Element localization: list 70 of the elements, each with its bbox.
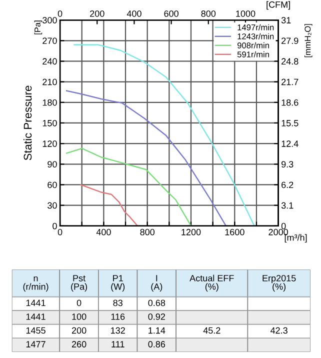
- x2-tick-label: 600: [164, 10, 178, 17]
- category-label: n (r/min): [23, 276, 48, 292]
- legend-label: 1243r/min: [238, 33, 274, 40]
- text: 45.2: [203, 327, 220, 334]
- text: 0.68: [148, 300, 166, 306]
- x-tick-label: 1600: [225, 228, 244, 236]
- x-tick-label: 0: [58, 228, 62, 236]
- y-tick-label: 60: [48, 182, 57, 188]
- text: 111: [112, 341, 124, 348]
- text: 1477: [26, 341, 46, 348]
- x2-tick-label: 800: [201, 10, 216, 17]
- line-series: [80, 184, 138, 226]
- y-tick-label: 210: [42, 78, 57, 86]
- text: 1441: [26, 300, 46, 306]
- y-tick-label: 180: [42, 99, 57, 106]
- x2-tick-label: 400: [126, 10, 142, 17]
- x-tick-label: 2000: [268, 228, 288, 236]
- x-tick-label: 800: [140, 228, 155, 236]
- y-tick-label: 240: [42, 58, 57, 65]
- category-label: Actual EFF (%): [190, 274, 234, 292]
- text: 1441: [26, 314, 46, 320]
- category-label: I (A): [151, 275, 162, 292]
- y-tick-label: 150: [42, 120, 57, 126]
- y2-tick-label: 12.4: [282, 140, 298, 147]
- y2-axis-title: [mmH₂O]: [304, 24, 312, 58]
- x-axis-title: [m³/h]: [284, 234, 307, 243]
- y-tick-label: 300: [42, 17, 57, 24]
- y-tick-label: 120: [42, 140, 57, 147]
- x-tick-label: 400: [96, 228, 111, 236]
- legend-label: 1497r/min: [238, 24, 274, 30]
- x-tick-label: 1200: [182, 228, 201, 236]
- text: 116: [111, 313, 125, 320]
- text: 0.92: [148, 313, 165, 320]
- y-axis-title: Static Pressure: [23, 86, 32, 160]
- y-tick-label: 30: [48, 202, 57, 209]
- y2-tick-label: 27.9: [282, 38, 298, 44]
- category-label: P1 (W): [111, 275, 125, 292]
- text: 1455: [26, 327, 46, 334]
- text: [Pa]: [34, 20, 42, 34]
- text: 83: [113, 300, 122, 306]
- y2-tick-label: 0: [281, 222, 286, 230]
- y2-tick-label: 24.8: [282, 58, 298, 65]
- text: 100: [72, 313, 86, 320]
- x2-tick-label: 0: [58, 10, 62, 17]
- text: 0.86: [148, 341, 166, 348]
- text: 0: [76, 300, 82, 306]
- y2-tick-label: 21.7: [282, 78, 298, 86]
- x2-axis-title: [CFM]: [266, 1, 290, 10]
- text: 1.14: [148, 327, 166, 334]
- y2-tick-label: 31: [281, 17, 291, 24]
- y2-tick-label: 9.3: [282, 161, 294, 168]
- y2-tick-label: 18.6: [282, 99, 298, 106]
- x2-tick-label: 1000: [236, 10, 256, 17]
- line-series: [66, 148, 192, 226]
- legend-label: 591r/min: [237, 51, 269, 58]
- text: 42.3: [270, 327, 288, 334]
- y2-tick-label: 6.2: [282, 182, 294, 188]
- y-tick-label: 0: [52, 222, 57, 230]
- x2-tick-label: 200: [90, 10, 104, 17]
- y-tick-label: 90: [48, 161, 57, 168]
- y2-tick-label: 15.5: [282, 120, 298, 126]
- legend-label: 908r/min: [237, 42, 269, 48]
- text: 260: [72, 341, 86, 348]
- y-tick-label: 270: [42, 38, 57, 44]
- category-label: Pst (Pa): [71, 275, 88, 292]
- line-series: [66, 90, 227, 226]
- y2-tick-label: 3.1: [281, 202, 294, 209]
- text: 200: [72, 327, 86, 334]
- text: 132: [111, 327, 125, 334]
- category-label: Erp2015 (%): [262, 275, 296, 292]
